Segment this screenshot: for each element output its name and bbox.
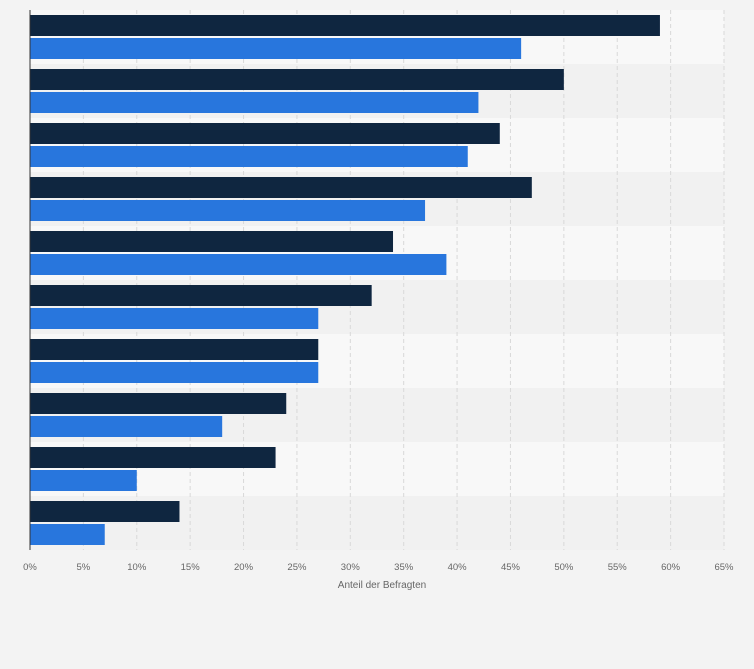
x-tick-label: 30% [341, 562, 361, 573]
x-tick-label: 60% [661, 562, 681, 573]
x-tick-labels: 0% 5% 10% 15% 20% 25% 30% 35% 40% 45% 50% 55% 60% 65% [23, 562, 734, 573]
x-tick-label: 40% [448, 562, 468, 573]
bar-series2-row1 [30, 38, 522, 59]
bar-series1-row9 [30, 447, 276, 468]
bar-series1-row4 [30, 177, 532, 198]
bar-series2-row10 [30, 524, 105, 545]
x-tick-label: 20% [234, 562, 254, 573]
bar-series2-row3 [30, 146, 468, 167]
x-tick-label: 25% [287, 562, 307, 573]
bar-series1-row6 [30, 285, 372, 306]
bar-series2-row6 [30, 308, 319, 329]
x-tick-label: 45% [501, 562, 521, 573]
x-tick-label: 5% [77, 562, 91, 573]
bar-series1-row7 [30, 339, 319, 360]
bar-series2-row5 [30, 254, 447, 275]
x-tick-label: 55% [608, 562, 628, 573]
bar-series1-row2 [30, 69, 564, 90]
x-tick-label: 65% [714, 562, 734, 573]
plot-background [30, 10, 724, 550]
bar-series2-row8 [30, 416, 223, 437]
bar-series1-row3 [30, 123, 500, 144]
x-tick-label: 0% [23, 562, 37, 573]
bar-series2-row9 [30, 470, 137, 491]
bars-group [30, 15, 660, 545]
bar-series1-row10 [30, 501, 180, 522]
x-axis-title: Anteil der Befragten [338, 580, 426, 591]
x-tick-label: 50% [554, 562, 574, 573]
x-tick-label: 35% [394, 562, 414, 573]
bar-series2-row7 [30, 362, 319, 383]
bar-series2-row2 [30, 92, 479, 113]
bar-series1-row5 [30, 231, 394, 252]
x-tick-label: 15% [181, 562, 201, 573]
bar-series2-row4 [30, 200, 426, 221]
bar-series1-row8 [30, 393, 287, 414]
bar-series1-row1 [30, 15, 660, 36]
x-tick-label: 10% [127, 562, 147, 573]
